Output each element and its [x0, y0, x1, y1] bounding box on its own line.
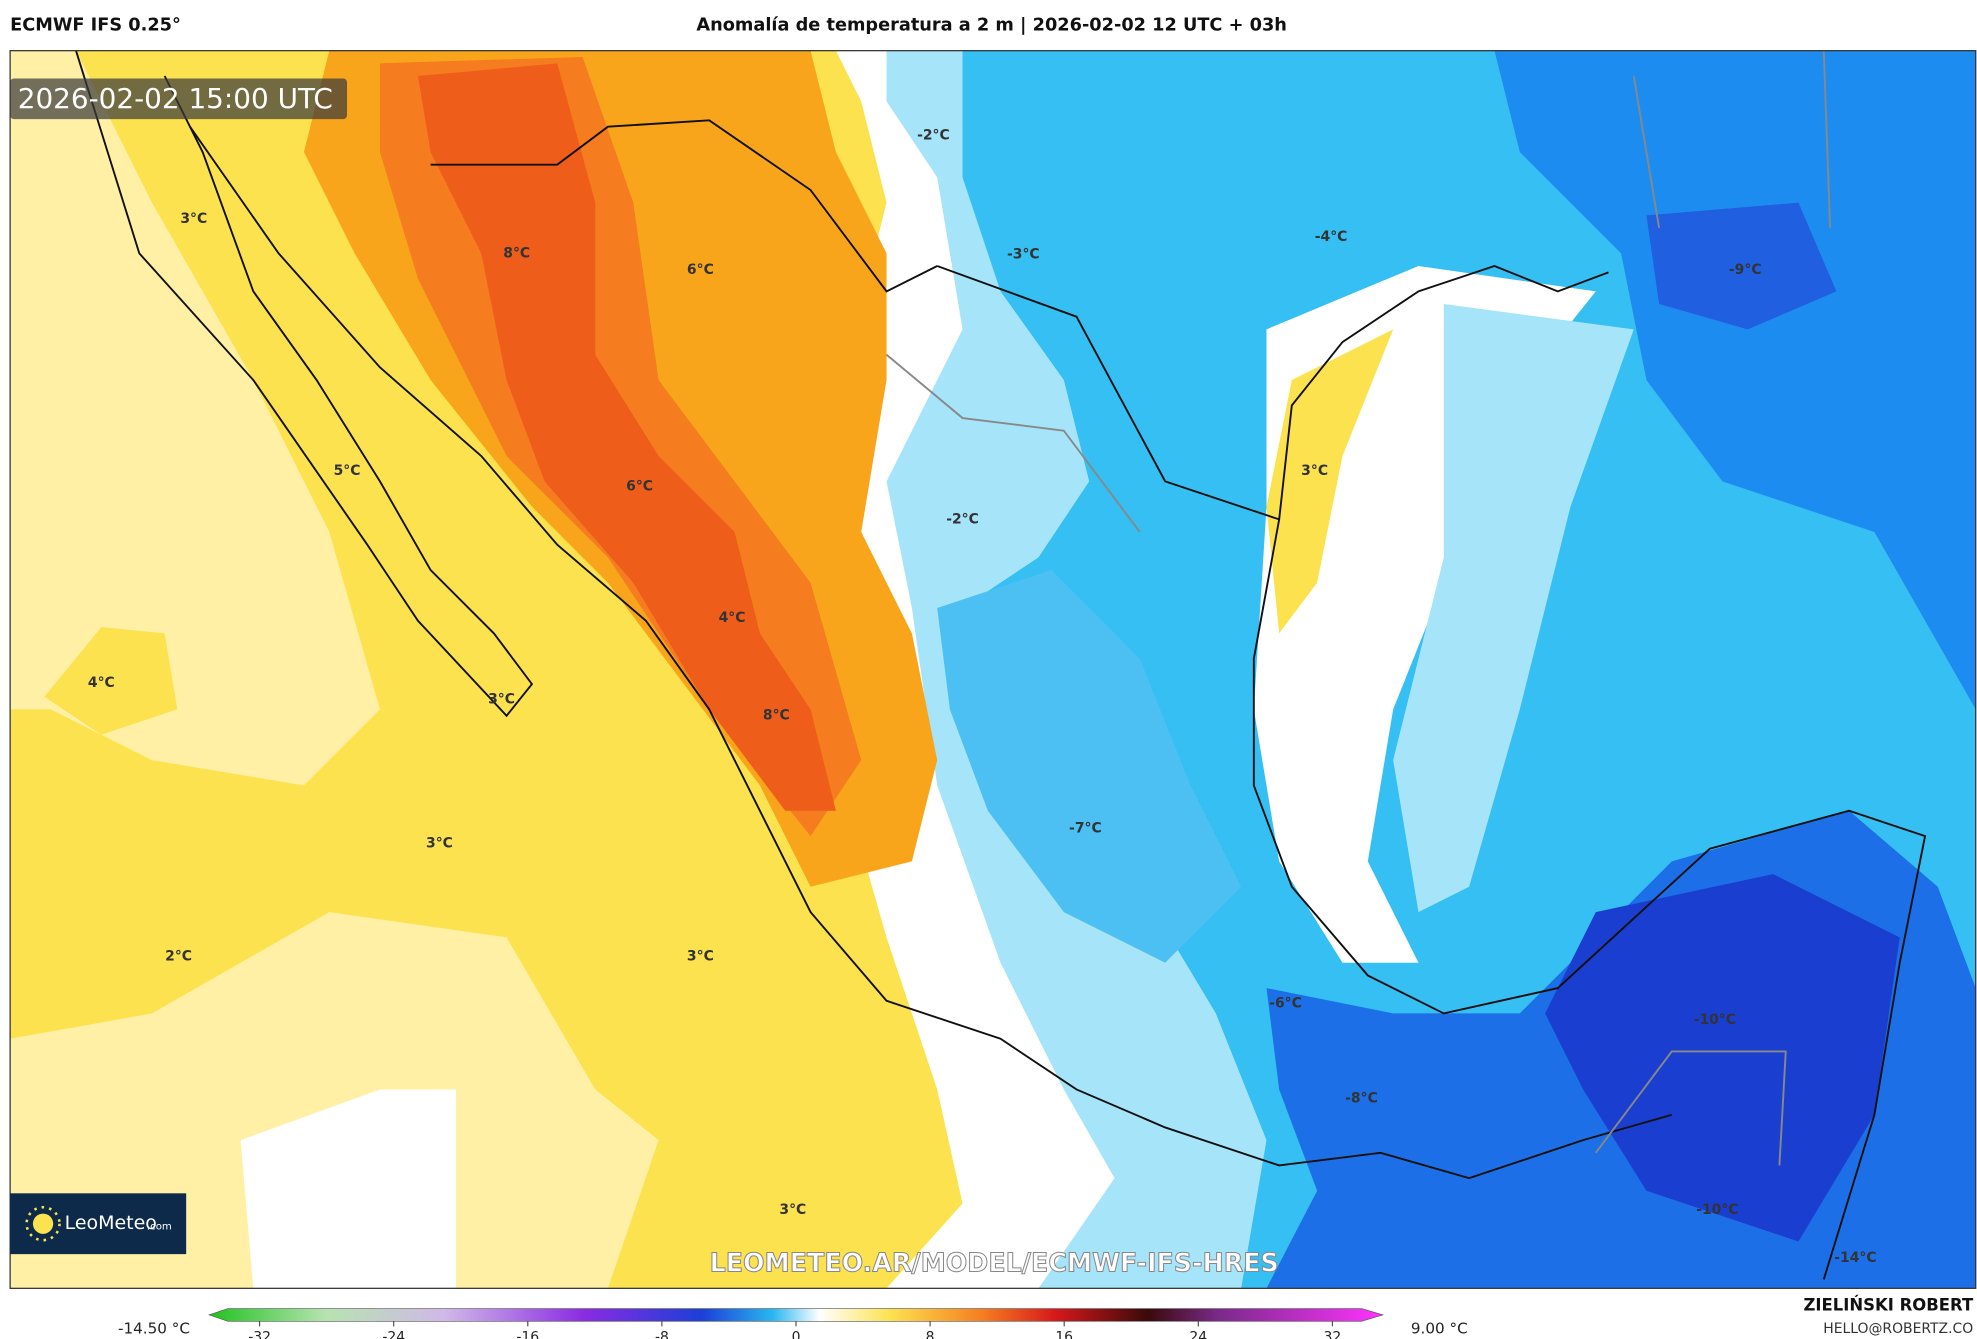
contour-label: 3°C — [1301, 463, 1328, 479]
colorbar-max: 9.00 °C — [1411, 1319, 1468, 1337]
map-title: Anomalía de temperatura a 2 m | 2026-02-… — [696, 15, 1286, 35]
contour-label: -7°C — [1069, 820, 1102, 836]
contour-label: -6°C — [1269, 995, 1302, 1011]
model-name: ECMWF IFS 0.25° — [10, 15, 181, 35]
anomaly-area — [240, 1089, 456, 1289]
coastline — [430, 119, 938, 293]
contour-label: -14°C — [1834, 1250, 1876, 1266]
contour-label: 3°C — [779, 1202, 806, 1218]
contour-label: 8°C — [503, 245, 530, 261]
map — [10, 50, 1976, 1289]
colorbar-tick-label: 32 — [1323, 1330, 1341, 1339]
colorbar-tick-label: 16 — [1055, 1330, 1073, 1339]
anomaly-area — [1494, 50, 1976, 710]
anomaly-area — [1393, 304, 1634, 913]
contour-label: 3°C — [426, 836, 453, 852]
email: HELLO@ROBERTZ.CO — [1823, 1321, 1973, 1337]
contour-label: 3°C — [488, 691, 515, 707]
contour-label: 6°C — [626, 478, 653, 494]
contour-label: 3°C — [687, 948, 714, 964]
coastline — [75, 50, 534, 718]
map-frame — [9, 50, 1977, 1289]
colorbar-tick-label: -16 — [516, 1330, 539, 1339]
contour-label: -4°C — [1315, 229, 1348, 245]
contour-label: -8°C — [1345, 1090, 1378, 1106]
colorbar-tick-label: 0 — [792, 1330, 801, 1339]
anomaly-area — [1266, 329, 1394, 634]
valid-time: 2026-02-02 15:00 UTC — [18, 82, 333, 115]
contour-label: 8°C — [763, 708, 790, 724]
colorbar — [207, 1308, 1385, 1322]
contour-label: -9°C — [1729, 262, 1762, 278]
colorbar-tick-label: -24 — [382, 1330, 405, 1339]
coastline — [1252, 519, 1927, 1280]
contour-label: 3°C — [180, 211, 207, 227]
colorbar-tick-label: -8 — [655, 1330, 669, 1339]
contour-label: -10°C — [1694, 1012, 1736, 1028]
colorbar-tick-label: -32 — [248, 1330, 271, 1339]
contour-label: 2°C — [165, 948, 192, 964]
time-box — [10, 78, 348, 120]
contour-label: -3°C — [1007, 247, 1040, 263]
author: ZIELIŃSKI ROBERT — [1804, 1296, 1974, 1315]
anomaly-area — [44, 627, 178, 735]
watermark: LEOMETEO.AR/MODEL/ECMWF-IFS-HRES — [710, 1247, 1279, 1277]
contour-label: -2°C — [946, 511, 979, 527]
logo-sun — [32, 1213, 54, 1234]
colorbar-tick-label: 24 — [1189, 1330, 1207, 1339]
colorbar-min: -14.50 °C — [118, 1319, 190, 1337]
contour-label: 5°C — [334, 463, 361, 479]
anomaly-area — [10, 50, 380, 786]
coastline — [189, 126, 1673, 1180]
anomaly-area — [1545, 874, 1900, 1242]
contour-label: -10°C — [1696, 1202, 1738, 1218]
anomaly-area — [1646, 202, 1837, 330]
colorbar-tick-label: 8 — [926, 1330, 935, 1339]
logo-text: LeoMeteo — [65, 1212, 157, 1234]
contour-label: 6°C — [687, 262, 714, 278]
colorbar-ticks: -32 -24 -16 -8 0 8 16 24 32 — [248, 1321, 1341, 1339]
anomaly-area — [417, 63, 836, 811]
logo-suffix: .com — [147, 1221, 172, 1232]
contour-label: 4°C — [719, 610, 746, 626]
anomaly-area — [937, 570, 1242, 963]
coastline — [936, 265, 1609, 521]
coastline — [885, 50, 1832, 1166]
contour-label: -2°C — [917, 128, 950, 144]
contour-label: 4°C — [88, 675, 115, 691]
